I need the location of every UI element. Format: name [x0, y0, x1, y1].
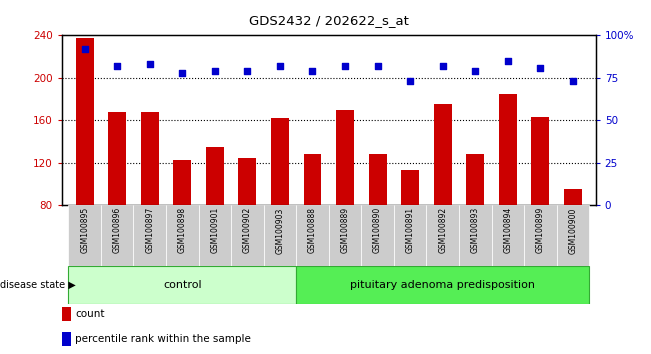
Text: GSM100899: GSM100899: [536, 207, 545, 253]
Bar: [557, 205, 589, 266]
Bar: [108, 112, 126, 205]
Bar: [466, 154, 484, 205]
Text: GSM100894: GSM100894: [503, 207, 512, 253]
Text: GSM100902: GSM100902: [243, 207, 252, 253]
Point: [177, 70, 187, 76]
Bar: [296, 266, 589, 304]
Bar: [434, 104, 452, 205]
Text: GSM100889: GSM100889: [340, 207, 350, 253]
Bar: [492, 205, 524, 266]
Text: GSM100898: GSM100898: [178, 207, 187, 253]
Bar: [368, 154, 387, 205]
Bar: [524, 205, 557, 266]
Point: [79, 46, 90, 52]
Text: GSM100901: GSM100901: [210, 207, 219, 253]
Point: [307, 68, 318, 74]
Text: GDS2432 / 202622_s_at: GDS2432 / 202622_s_at: [249, 13, 409, 27]
Bar: [68, 205, 101, 266]
Text: GSM100890: GSM100890: [373, 207, 382, 253]
Bar: [361, 205, 394, 266]
Text: GSM100897: GSM100897: [145, 207, 154, 253]
Text: pituitary adenoma predisposition: pituitary adenoma predisposition: [350, 280, 535, 290]
Text: GSM100888: GSM100888: [308, 207, 317, 253]
Bar: [166, 205, 199, 266]
Text: GSM100900: GSM100900: [568, 207, 577, 253]
Bar: [401, 170, 419, 205]
Point: [275, 63, 285, 69]
Bar: [426, 205, 459, 266]
Bar: [173, 160, 191, 205]
Bar: [141, 112, 159, 205]
Bar: [101, 205, 133, 266]
Bar: [459, 205, 492, 266]
Point: [340, 63, 350, 69]
Bar: [564, 189, 582, 205]
Bar: [68, 266, 296, 304]
Bar: [296, 205, 329, 266]
Bar: [303, 154, 322, 205]
Bar: [62, 332, 72, 346]
Point: [210, 68, 220, 74]
Bar: [499, 94, 517, 205]
Bar: [394, 205, 426, 266]
Bar: [329, 205, 361, 266]
Point: [503, 58, 513, 64]
Text: disease state ▶: disease state ▶: [0, 280, 76, 290]
Point: [535, 65, 546, 70]
Bar: [531, 117, 549, 205]
Bar: [199, 205, 231, 266]
Point: [405, 79, 415, 84]
Text: GSM100895: GSM100895: [80, 207, 89, 253]
Text: control: control: [163, 280, 202, 290]
Text: percentile rank within the sample: percentile rank within the sample: [76, 334, 251, 344]
Point: [145, 62, 155, 67]
Bar: [76, 38, 94, 205]
Bar: [133, 205, 166, 266]
Text: GSM100903: GSM100903: [275, 207, 284, 253]
Point: [372, 63, 383, 69]
Bar: [62, 307, 72, 321]
Text: GSM100893: GSM100893: [471, 207, 480, 253]
Bar: [271, 118, 289, 205]
Bar: [231, 205, 264, 266]
Point: [470, 68, 480, 74]
Text: GSM100891: GSM100891: [406, 207, 415, 253]
Point: [242, 68, 253, 74]
Point: [437, 63, 448, 69]
Text: GSM100896: GSM100896: [113, 207, 122, 253]
Point: [568, 79, 578, 84]
Bar: [206, 147, 224, 205]
Bar: [336, 110, 354, 205]
Point: [112, 63, 122, 69]
Bar: [238, 158, 256, 205]
Text: GSM100892: GSM100892: [438, 207, 447, 253]
Bar: [264, 205, 296, 266]
Text: count: count: [76, 309, 105, 319]
